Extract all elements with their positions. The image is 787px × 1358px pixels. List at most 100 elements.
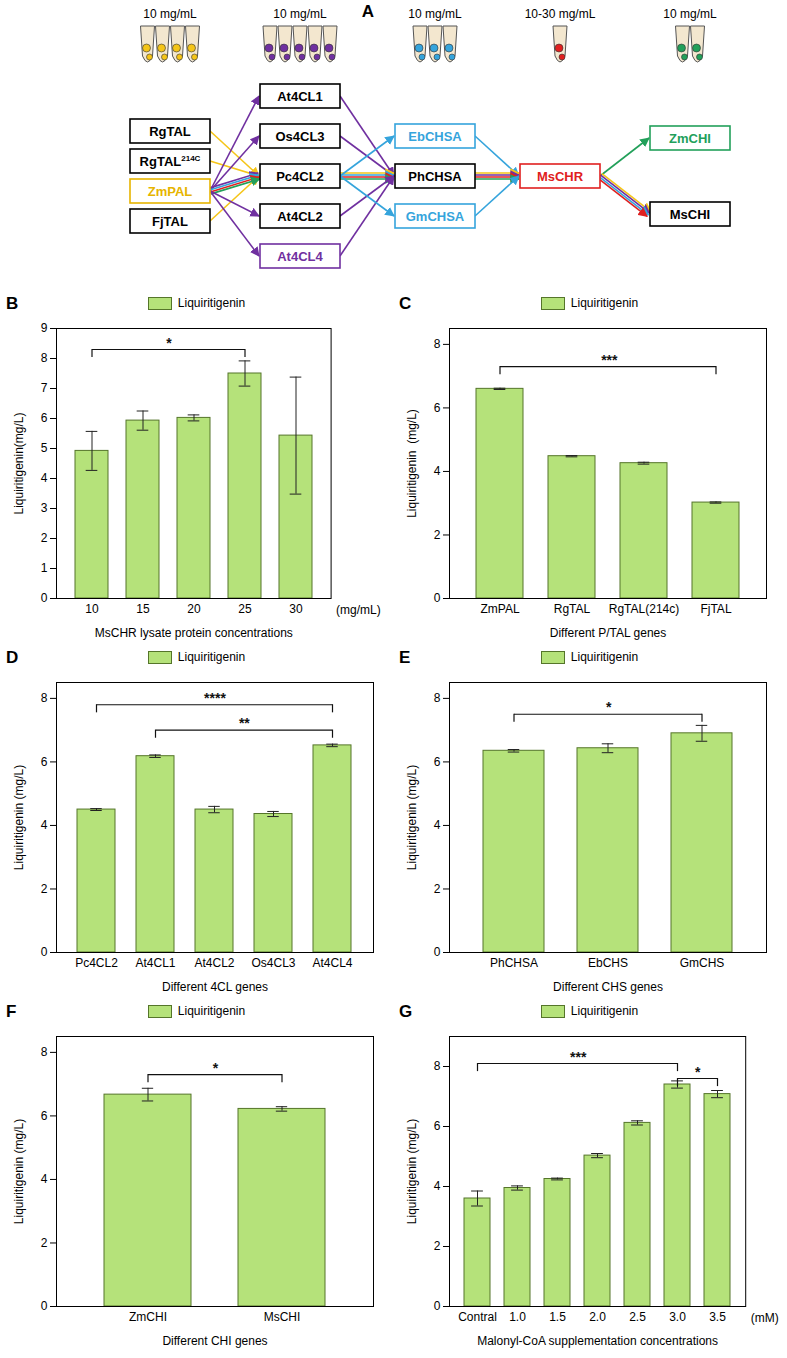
svg-text:PhCHSA: PhCHSA bbox=[490, 956, 538, 970]
svg-text:MsCHR: MsCHR bbox=[537, 169, 584, 184]
svg-text:25: 25 bbox=[238, 602, 252, 616]
svg-text:0: 0 bbox=[41, 591, 48, 605]
svg-text:At4CL2: At4CL2 bbox=[277, 209, 323, 224]
svg-text:8: 8 bbox=[434, 337, 441, 351]
svg-text:6: 6 bbox=[434, 755, 441, 769]
svg-text:Liquiritigenin (mg/L): Liquiritigenin (mg/L) bbox=[405, 765, 419, 870]
svg-text:GmCHSA: GmCHSA bbox=[406, 209, 465, 224]
svg-text:MsCHI: MsCHI bbox=[670, 207, 710, 222]
svg-text:FjTAL: FjTAL bbox=[152, 214, 188, 229]
svg-text:4: 4 bbox=[434, 1179, 441, 1193]
svg-text:Different P/TAL genes: Different P/TAL genes bbox=[550, 626, 667, 640]
svg-text:6: 6 bbox=[41, 755, 48, 769]
svg-text:8: 8 bbox=[41, 691, 48, 705]
svg-text:*: * bbox=[606, 699, 612, 715]
svg-text:RgTAL(214c): RgTAL(214c) bbox=[609, 602, 679, 616]
svg-text:At4CL4: At4CL4 bbox=[312, 956, 352, 970]
svg-text:2: 2 bbox=[41, 531, 48, 545]
svg-text:2: 2 bbox=[434, 1239, 441, 1253]
svg-text:2: 2 bbox=[434, 882, 441, 896]
svg-text:Liquiritigenin (mg/L): Liquiritigenin (mg/L) bbox=[405, 409, 419, 518]
svg-text:10-30 mg/mL: 10-30 mg/mL bbox=[525, 7, 596, 21]
svg-text:3: 3 bbox=[41, 501, 48, 515]
svg-text:Liquiritigenin (mg/L): Liquiritigenin (mg/L) bbox=[405, 1119, 419, 1224]
svg-text:4: 4 bbox=[434, 818, 441, 832]
svg-text:Liquiritigenin(mg/L): Liquiritigenin(mg/L) bbox=[12, 412, 26, 514]
svg-text:PhCHSA: PhCHSA bbox=[408, 169, 462, 184]
svg-text:At4CL1: At4CL1 bbox=[135, 956, 175, 970]
svg-text:Os4CL3: Os4CL3 bbox=[275, 129, 324, 144]
svg-text:Different CHS genes: Different CHS genes bbox=[553, 980, 663, 994]
svg-text:10 mg/mL: 10 mg/mL bbox=[408, 7, 462, 21]
svg-text:At4CL1: At4CL1 bbox=[277, 89, 323, 104]
svg-text:4: 4 bbox=[434, 464, 441, 478]
svg-text:6: 6 bbox=[41, 1109, 48, 1123]
svg-text:20: 20 bbox=[187, 602, 201, 616]
svg-text:30: 30 bbox=[289, 602, 303, 616]
svg-text:Pc4CL2: Pc4CL2 bbox=[276, 169, 324, 184]
svg-text:ZmCHI: ZmCHI bbox=[669, 131, 711, 146]
svg-text:6: 6 bbox=[41, 411, 48, 425]
svg-text:****: **** bbox=[204, 690, 226, 706]
svg-text:3.0: 3.0 bbox=[669, 1310, 686, 1324]
svg-text:3.5: 3.5 bbox=[709, 1310, 726, 1324]
svg-text:Liquiritigenin (mg/L): Liquiritigenin (mg/L) bbox=[12, 1119, 26, 1224]
svg-text:MsCHI: MsCHI bbox=[264, 1310, 301, 1324]
svg-text:10 mg/mL: 10 mg/mL bbox=[143, 7, 197, 21]
svg-text:10 mg/mL: 10 mg/mL bbox=[663, 7, 717, 21]
svg-text:EbCHS: EbCHS bbox=[588, 956, 628, 970]
svg-text:15: 15 bbox=[136, 602, 150, 616]
svg-text:(mg/mL): (mg/mL) bbox=[336, 603, 381, 617]
svg-text:ZmPAL: ZmPAL bbox=[480, 602, 519, 616]
svg-text:Different 4CL genes: Different 4CL genes bbox=[162, 980, 268, 994]
svg-text:10 mg/mL: 10 mg/mL bbox=[273, 7, 327, 21]
svg-text:***: *** bbox=[570, 1049, 587, 1065]
svg-text:*: * bbox=[213, 1060, 219, 1076]
svg-text:0: 0 bbox=[41, 945, 48, 959]
svg-text:6: 6 bbox=[434, 1119, 441, 1133]
svg-text:ZmCHI: ZmCHI bbox=[129, 1310, 167, 1324]
svg-text:At4CL2: At4CL2 bbox=[194, 956, 234, 970]
svg-text:Os4CL3: Os4CL3 bbox=[251, 956, 295, 970]
svg-text:***: *** bbox=[601, 352, 618, 368]
svg-text:4: 4 bbox=[41, 818, 48, 832]
svg-text:0: 0 bbox=[434, 945, 441, 959]
svg-text:2.5: 2.5 bbox=[629, 1310, 646, 1324]
svg-text:RgTAL: RgTAL bbox=[554, 602, 591, 616]
svg-text:8: 8 bbox=[41, 1045, 48, 1059]
svg-text:RgTAL: RgTAL bbox=[149, 124, 191, 139]
svg-text:9: 9 bbox=[41, 321, 48, 335]
svg-text:10: 10 bbox=[85, 602, 99, 616]
svg-text:0: 0 bbox=[434, 1299, 441, 1313]
svg-text:5: 5 bbox=[41, 441, 48, 455]
svg-text:RgTAL214C: RgTAL214C bbox=[140, 154, 201, 169]
svg-text:7: 7 bbox=[41, 381, 48, 395]
svg-text:Contral: Contral bbox=[458, 1310, 497, 1324]
svg-text:8: 8 bbox=[434, 691, 441, 705]
svg-text:6: 6 bbox=[434, 401, 441, 415]
svg-text:GmCHS: GmCHS bbox=[680, 956, 725, 970]
svg-text:0: 0 bbox=[434, 591, 441, 605]
svg-text:FjTAL: FjTAL bbox=[700, 602, 731, 616]
svg-text:MsCHR lysate protein concentra: MsCHR lysate protein concentrations bbox=[95, 626, 293, 640]
svg-text:2: 2 bbox=[41, 1236, 48, 1250]
svg-text:2.0: 2.0 bbox=[589, 1310, 606, 1324]
svg-text:0: 0 bbox=[41, 1299, 48, 1313]
svg-text:8: 8 bbox=[41, 351, 48, 365]
svg-text:(mM): (mM) bbox=[751, 1311, 779, 1325]
svg-text:2: 2 bbox=[434, 528, 441, 542]
svg-text:4: 4 bbox=[41, 471, 48, 485]
svg-text:Liquiritigenin (mg/L): Liquiritigenin (mg/L) bbox=[12, 765, 26, 870]
svg-text:Malonyl-CoA supplementation co: Malonyl-CoA supplementation concentratio… bbox=[477, 1334, 718, 1348]
svg-text:EbCHSA: EbCHSA bbox=[408, 129, 462, 144]
svg-text:1.0: 1.0 bbox=[509, 1310, 526, 1324]
svg-text:*: * bbox=[695, 1064, 701, 1080]
svg-text:1: 1 bbox=[41, 561, 48, 575]
svg-text:Pc4CL2: Pc4CL2 bbox=[75, 956, 118, 970]
svg-text:4: 4 bbox=[41, 1172, 48, 1186]
svg-text:**: ** bbox=[239, 715, 250, 731]
svg-text:*: * bbox=[166, 335, 172, 351]
svg-text:2: 2 bbox=[41, 882, 48, 896]
svg-text:A: A bbox=[362, 2, 374, 21]
svg-text:At4CL4: At4CL4 bbox=[277, 249, 323, 264]
